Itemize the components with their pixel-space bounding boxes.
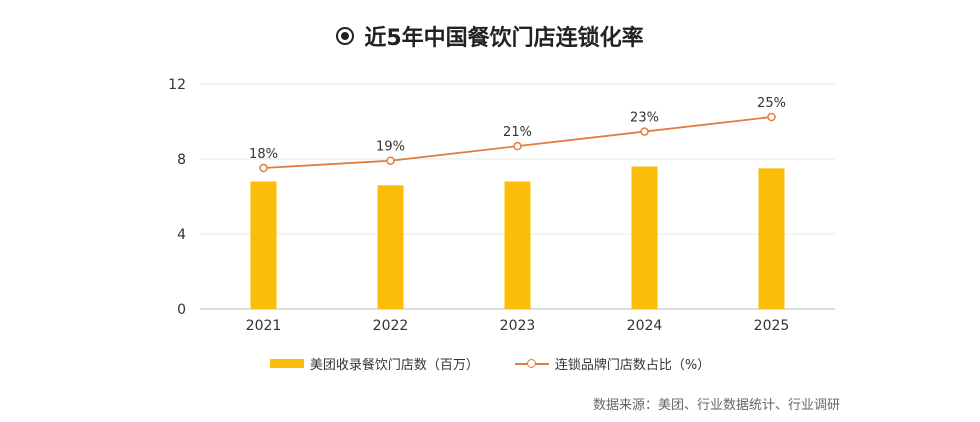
- x-tick-label: 2022: [373, 318, 409, 334]
- legend-label-line: 连锁品牌门店数占比（%）: [554, 358, 711, 373]
- line-point: [513, 141, 522, 151]
- target-icon: [336, 27, 355, 45]
- line-point: [640, 127, 649, 136]
- legend-swatch-bar: [269, 359, 304, 368]
- chart-title-text: 近5年中国餐饮门店连锁化率: [364, 26, 644, 51]
- x-axis-ticks: 2021 2022 2023 2024 2025: [246, 318, 790, 334]
- line-data-label: 21%: [503, 125, 532, 140]
- source-note: 数据来源：美团、行业数据统计、行业调研: [592, 398, 840, 413]
- line-data-label: 18%: [249, 147, 278, 162]
- chart-title: 近5年中国餐饮门店连锁化率: [0, 20, 980, 52]
- x-tick-label: 2021: [246, 318, 282, 334]
- bar-2021: [250, 181, 277, 309]
- y-tick-label: 12: [168, 77, 186, 93]
- y-axis-ticks: 0 4 8 12: [168, 77, 186, 318]
- y-tick-label: 8: [177, 152, 186, 168]
- legend-item-line[interactable]: 连锁品牌门店数占比（%）: [514, 354, 711, 373]
- legend-swatch-line: [514, 358, 549, 370]
- legend-label-bar: 美团收录餐饮门店数（百万）: [309, 358, 479, 373]
- line-data-label: 23%: [630, 111, 659, 126]
- data-labels: 18% 19% 21% 23% 25%: [249, 96, 786, 162]
- line-data-label: 25%: [757, 96, 786, 111]
- line-series: [259, 112, 776, 173]
- bar-2023: [504, 181, 531, 309]
- line-data-label: 19%: [376, 140, 405, 155]
- bar-2025: [758, 168, 785, 309]
- line-point: [767, 112, 776, 122]
- line-point: [259, 163, 268, 173]
- line-point: [386, 156, 395, 165]
- x-tick-label: 2024: [627, 318, 663, 334]
- x-tick-label: 2025: [754, 318, 790, 334]
- legend-item-bar[interactable]: 美团收录餐饮门店数（百万）: [269, 354, 479, 373]
- bar-2022: [377, 185, 404, 309]
- y-tick-label: 4: [177, 227, 186, 243]
- x-tick-label: 2023: [500, 318, 536, 334]
- legend: 美团收录餐饮门店数（百万） 连锁品牌门店数占比（%）: [0, 354, 980, 373]
- y-tick-label: 0: [177, 302, 186, 318]
- bars: [250, 166, 785, 309]
- bar-2024: [631, 166, 658, 309]
